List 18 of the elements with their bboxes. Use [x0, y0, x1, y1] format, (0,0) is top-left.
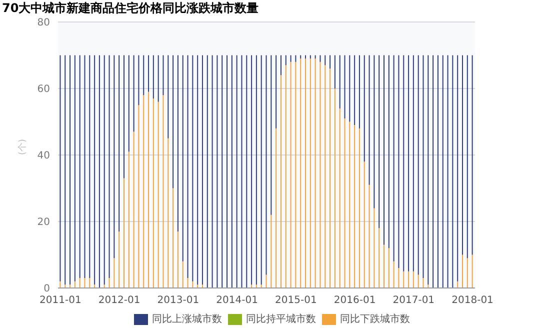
- y-axis-title: (个): [17, 138, 28, 155]
- y-tick-label: 60: [37, 84, 50, 96]
- x-tick-label: 2016-01: [334, 295, 376, 306]
- y-tick-label: 0: [44, 284, 50, 295]
- chart-title: 70大中城市新建商品住宅价格同比涨跌城市数量: [2, 0, 259, 17]
- x-tick-label: 2017-01: [392, 295, 435, 306]
- x-tick-label: 2015-01: [275, 295, 317, 306]
- legend-label: 同比下跌城市数: [340, 312, 410, 326]
- x-tick-label: 2014-01: [216, 295, 258, 306]
- x-tick-label: 2018-01: [452, 295, 494, 306]
- y-tick-label: 40: [37, 150, 50, 162]
- x-tick-label: 2013-01: [157, 295, 200, 306]
- legend-label: 同比持平城市数: [246, 312, 316, 326]
- y-tick-label: 80: [37, 18, 50, 29]
- y-tick-label: 20: [37, 217, 50, 228]
- x-tick-label: 2012-01: [98, 295, 140, 306]
- x-tick-label: 2011-01: [40, 295, 82, 306]
- legend-label: 同比上涨城市数: [152, 312, 222, 326]
